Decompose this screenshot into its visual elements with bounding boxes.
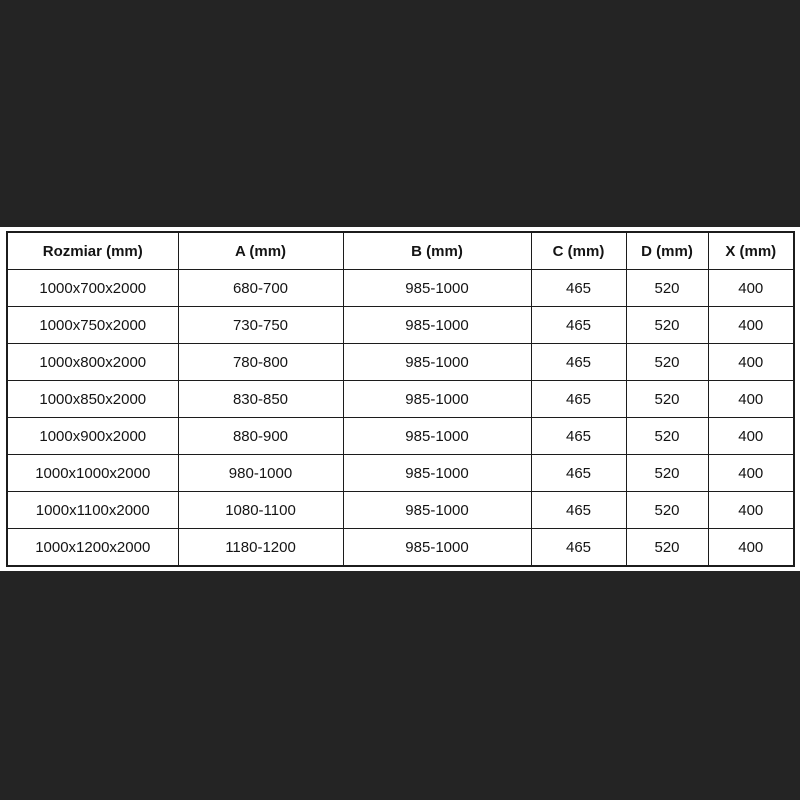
table-cell: 520 [625,454,709,492]
table-cell: 1000x1200x2000 [6,528,179,567]
table-cell: 400 [707,417,795,455]
table-cell: 400 [707,306,795,344]
table-cell: 465 [530,306,627,344]
table-cell: 520 [625,380,709,418]
table-cell: 985-1000 [342,380,532,418]
table-cell: 985-1000 [342,343,532,381]
table-cell: 985-1000 [342,269,532,307]
table-row: 1000x1100x2000 1080-1100 985-1000 465 520 400 [6,491,795,529]
table-cell: 1080-1100 [177,491,344,529]
table-cell: 465 [530,491,627,529]
table-cell: 880-900 [177,417,344,455]
column-header-b: B (mm) [342,231,532,270]
table-cell: 1000x700x2000 [6,269,179,307]
column-header-x: X (mm) [707,231,795,270]
table-row: 1000x1000x2000 980-1000 985-1000 465 520 400 [6,454,795,492]
table-cell: 1000x850x2000 [6,380,179,418]
table-cell: 1000x1100x2000 [6,491,179,529]
table-row: 1000x800x2000 780-800 985-1000 465 520 400 [6,343,795,381]
column-header-rozmiar: Rozmiar (mm) [6,231,179,270]
table-cell: 980-1000 [177,454,344,492]
table-cell: 985-1000 [342,306,532,344]
table-cell: 465 [530,269,627,307]
table-row: 1000x1200x2000 1180-1200 985-1000 465 520 400 [6,528,795,567]
table-cell: 400 [707,269,795,307]
table-cell: 400 [707,380,795,418]
table-cell: 520 [625,417,709,455]
table-cell: 1000x1000x2000 [6,454,179,492]
table-cell: 680-700 [177,269,344,307]
table-cell: 465 [530,454,627,492]
table-cell: 1000x900x2000 [6,417,179,455]
table-row: 1000x700x2000 680-700 985-1000 465 520 400 [6,269,795,307]
table-cell: 520 [625,269,709,307]
table-cell: 400 [707,343,795,381]
table-row: 1000x900x2000 880-900 985-1000 465 520 400 [6,417,795,455]
table-cell: 985-1000 [342,417,532,455]
table-panel: Rozmiar (mm) A (mm) B (mm) C (mm) D (mm)… [0,227,800,571]
table-cell: 465 [530,380,627,418]
table-cell: 985-1000 [342,528,532,567]
table-cell: 465 [530,343,627,381]
table-cell: 1000x800x2000 [6,343,179,381]
table-cell: 520 [625,491,709,529]
table-cell: 400 [707,491,795,529]
table-row: 1000x750x2000 730-750 985-1000 465 520 400 [6,306,795,344]
table-header-row: Rozmiar (mm) A (mm) B (mm) C (mm) D (mm)… [6,231,795,270]
table-cell: 400 [707,528,795,567]
table-cell: 465 [530,417,627,455]
table-cell: 465 [530,528,627,567]
column-header-d: D (mm) [625,231,709,270]
table-row: 1000x850x2000 830-850 985-1000 465 520 400 [6,380,795,418]
table-cell: 985-1000 [342,454,532,492]
table-cell: 1000x750x2000 [6,306,179,344]
table-body: 1000x700x2000 680-700 985-1000 465 520 400 100… [6,269,795,567]
column-header-a: A (mm) [177,231,344,270]
table-cell: 520 [625,343,709,381]
table-cell: 400 [707,454,795,492]
column-header-c: C (mm) [530,231,627,270]
table-cell: 730-750 [177,306,344,344]
table-cell: 830-850 [177,380,344,418]
table-cell: 985-1000 [342,491,532,529]
table-cell: 780-800 [177,343,344,381]
dimensions-table: Rozmiar (mm) A (mm) B (mm) C (mm) D (mm)… [6,231,795,567]
table-cell: 1180-1200 [177,528,344,567]
table-cell: 520 [625,528,709,567]
table-cell: 520 [625,306,709,344]
